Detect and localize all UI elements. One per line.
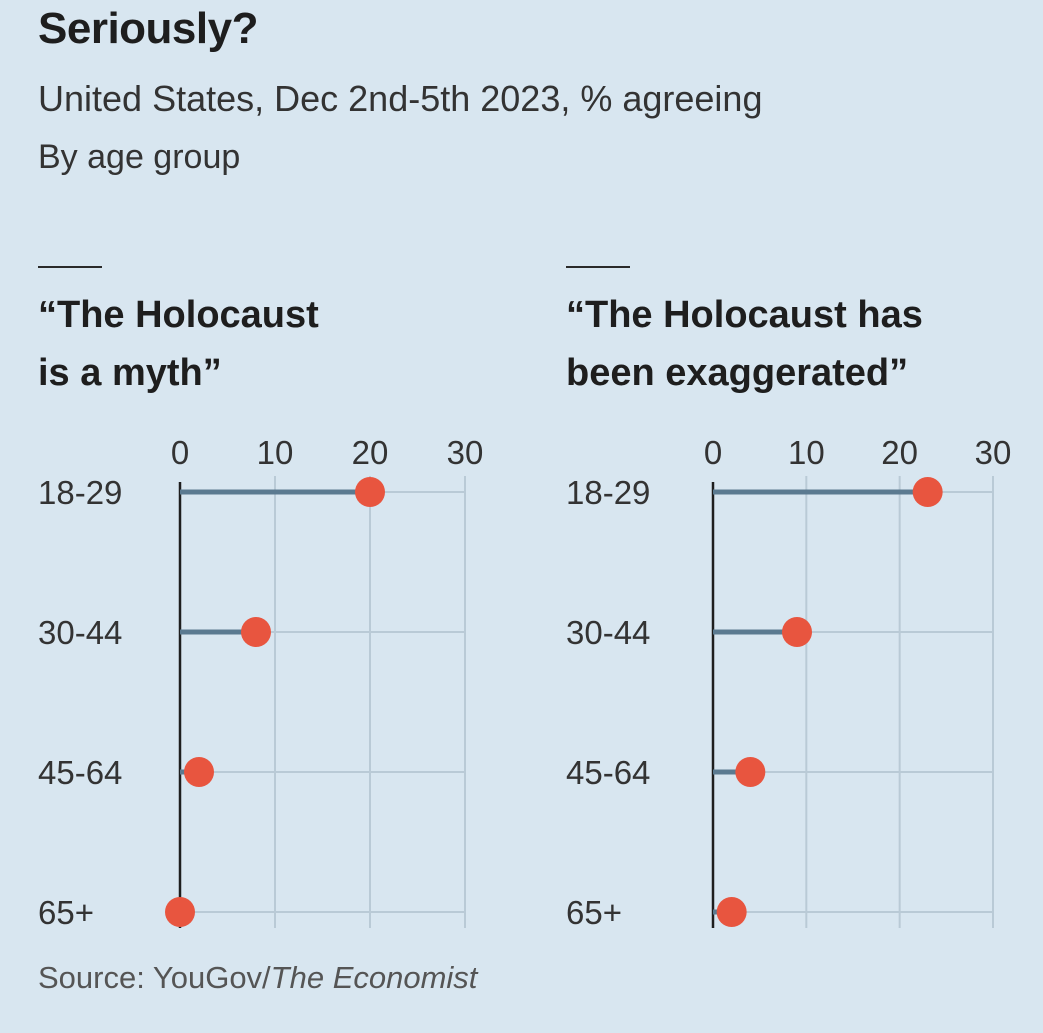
chart-panel-right: 0 10 20 30 18-29 30-44 45-64 65+: [566, 434, 1012, 931]
left-tick-label-2: 20: [352, 434, 389, 471]
right-tick-label-0: 0: [704, 434, 722, 471]
left-dot-0: [355, 477, 385, 507]
left-category-label-0: 18-29: [38, 474, 122, 511]
chart-title: Seriously?: [38, 4, 258, 53]
left-dot-2: [184, 757, 214, 787]
right-category-label-3: 65+: [566, 894, 622, 931]
left-dot-3: [165, 897, 195, 927]
panel-title-right-line-2: been exaggerated”: [566, 352, 909, 394]
panel-title-left: “The Holocaust is a myth”: [38, 286, 319, 402]
right-category-label-2: 45-64: [566, 754, 650, 791]
right-category-label-0: 18-29: [566, 474, 650, 511]
right-dot-0: [912, 477, 943, 507]
source-publication: The Economist: [270, 960, 478, 995]
right-dot-3: [716, 897, 747, 927]
right-dot-2: [735, 757, 766, 787]
panel-title-left-line-2: is a myth”: [38, 352, 222, 394]
chart-subtitle: United States, Dec 2nd-5th 2023, % agree…: [38, 78, 763, 119]
right-category-label-1: 30-44: [566, 614, 650, 651]
left-tick-label-3: 30: [447, 434, 484, 471]
left-category-label-3: 65+: [38, 894, 94, 931]
panel-title-right-line-1: “The Holocaust has: [566, 294, 923, 336]
right-tick-label-2: 20: [881, 434, 918, 471]
right-tick-label-1: 10: [788, 434, 825, 471]
source-note: Source: YouGov/The Economist: [38, 960, 477, 996]
left-category-label-1: 30-44: [38, 614, 122, 651]
chart-subsubtitle: By age group: [38, 138, 241, 176]
left-tick-label-1: 10: [257, 434, 294, 471]
right-tick-label-3: 30: [975, 434, 1012, 471]
panel-rule-right: [566, 266, 630, 268]
source-prefix: Source: YouGov/: [38, 960, 271, 995]
panel-title-right: “The Holocaust has been exaggerated”: [566, 286, 923, 402]
panel-title-left-line-1: “The Holocaust: [38, 294, 319, 336]
chart-panel-left: 0 10 20 30 18-29 30-44 45-64 65+: [38, 434, 484, 931]
right-dot-1: [782, 617, 812, 647]
left-category-label-2: 45-64: [38, 754, 122, 791]
left-dot-1: [241, 617, 271, 647]
left-tick-label-0: 0: [171, 434, 189, 471]
panel-rule-left: [38, 266, 102, 268]
